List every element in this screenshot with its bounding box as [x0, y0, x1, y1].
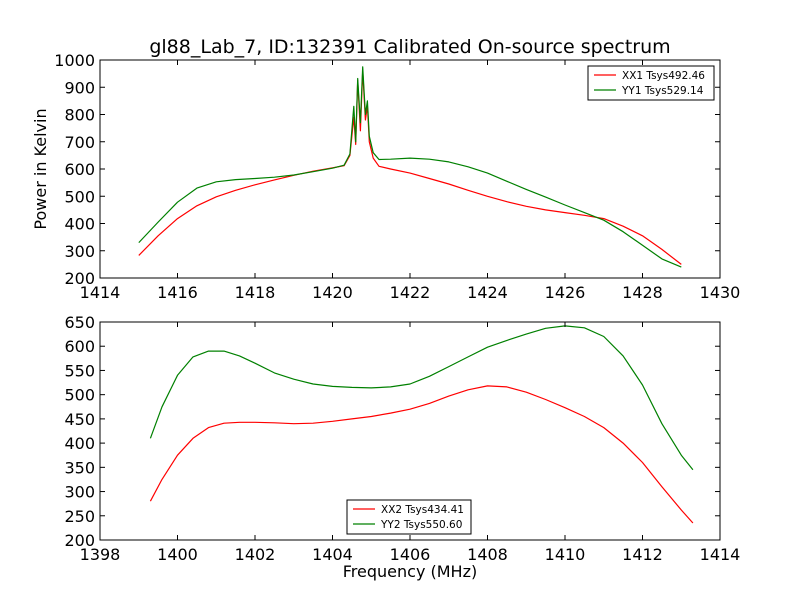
y-tick-label: 600	[64, 337, 95, 356]
figure-title: gl88_Lab_7, ID:132391 Calibrated On-sour…	[149, 36, 670, 58]
x-tick-label: 1426	[545, 283, 586, 302]
x-tick-label: 1408	[467, 545, 508, 564]
subplot-2: 1398 1400 1402 1404 1406 1408 1410 1412 1414 200 2…	[64, 313, 740, 581]
x-tick-label: 1428	[622, 283, 663, 302]
x-tick-label: 1430	[700, 283, 741, 302]
legend-box	[587, 65, 715, 101]
legend-entry: YY2 Tsys550.60	[380, 519, 462, 531]
y-tick-label: 400	[64, 215, 95, 234]
x-tick-label: 1400	[157, 545, 198, 564]
y-tick-label: 250	[64, 507, 95, 526]
series-line-2	[149, 325, 694, 471]
x-tick-label: 1406	[390, 545, 431, 564]
x-tick-label: 1404	[312, 545, 353, 564]
legend-box	[346, 499, 472, 535]
y-tick-label: 300	[64, 483, 95, 502]
y-tick-label: 650	[64, 313, 95, 332]
series-line-2	[138, 66, 682, 268]
y-tick-label: 700	[64, 133, 95, 152]
y-tick-label: 300	[64, 242, 95, 261]
y-tick-label: 550	[64, 361, 95, 380]
y-tick-label: 400	[64, 434, 95, 453]
y-tick-label: 450	[64, 410, 95, 429]
x-tick-label: 1410	[545, 545, 586, 564]
legend-entry: XX1 Tsys492.46	[622, 70, 705, 82]
y-tick-label: 600	[64, 160, 95, 179]
x-tick-label: 1398	[80, 545, 121, 564]
x-axis-label: Frequency (MHz)	[343, 562, 477, 581]
legend-entry: YY1 Tsys529.14	[621, 85, 704, 97]
legend-entry: XX2 Tsys434.41	[381, 504, 464, 516]
legend: XX1 Tsys492.46 YY1 Tsys529.14	[587, 65, 715, 101]
y-axis-label: Power in Kelvin	[31, 108, 50, 229]
x-tick-label: 1422	[390, 283, 431, 302]
y-tick-label: 200	[64, 269, 95, 288]
x-tick-label: 1414	[80, 283, 121, 302]
legend: XX2 Tsys434.41 YY2 Tsys550.60	[346, 499, 472, 535]
x-tick-label: 1418	[235, 283, 276, 302]
x-tick-label: 1414	[700, 545, 741, 564]
plots-container: 1414 1416 1418 1420 1422 1424 1426 1428 1430 200 3…	[31, 51, 740, 581]
x-tick-label: 1416	[157, 283, 198, 302]
y-tick-label: 800	[64, 106, 95, 125]
subplot-1: 1414 1416 1418 1420 1422 1424 1426 1428 1430 200 3…	[31, 51, 740, 302]
series-line-1	[149, 385, 694, 524]
x-tick-label: 1402	[235, 545, 276, 564]
x-tick-label: 1420	[312, 283, 353, 302]
y-tick-label: 1000	[54, 51, 95, 70]
y-tick-label: 500	[64, 187, 95, 206]
x-tick-label: 1412	[622, 545, 663, 564]
y-tick-label: 900	[64, 78, 95, 97]
y-tick-label: 350	[64, 458, 95, 477]
y-tick-label: 200	[64, 531, 95, 550]
x-tick-label: 1424	[467, 283, 508, 302]
y-tick-label: 500	[64, 386, 95, 405]
